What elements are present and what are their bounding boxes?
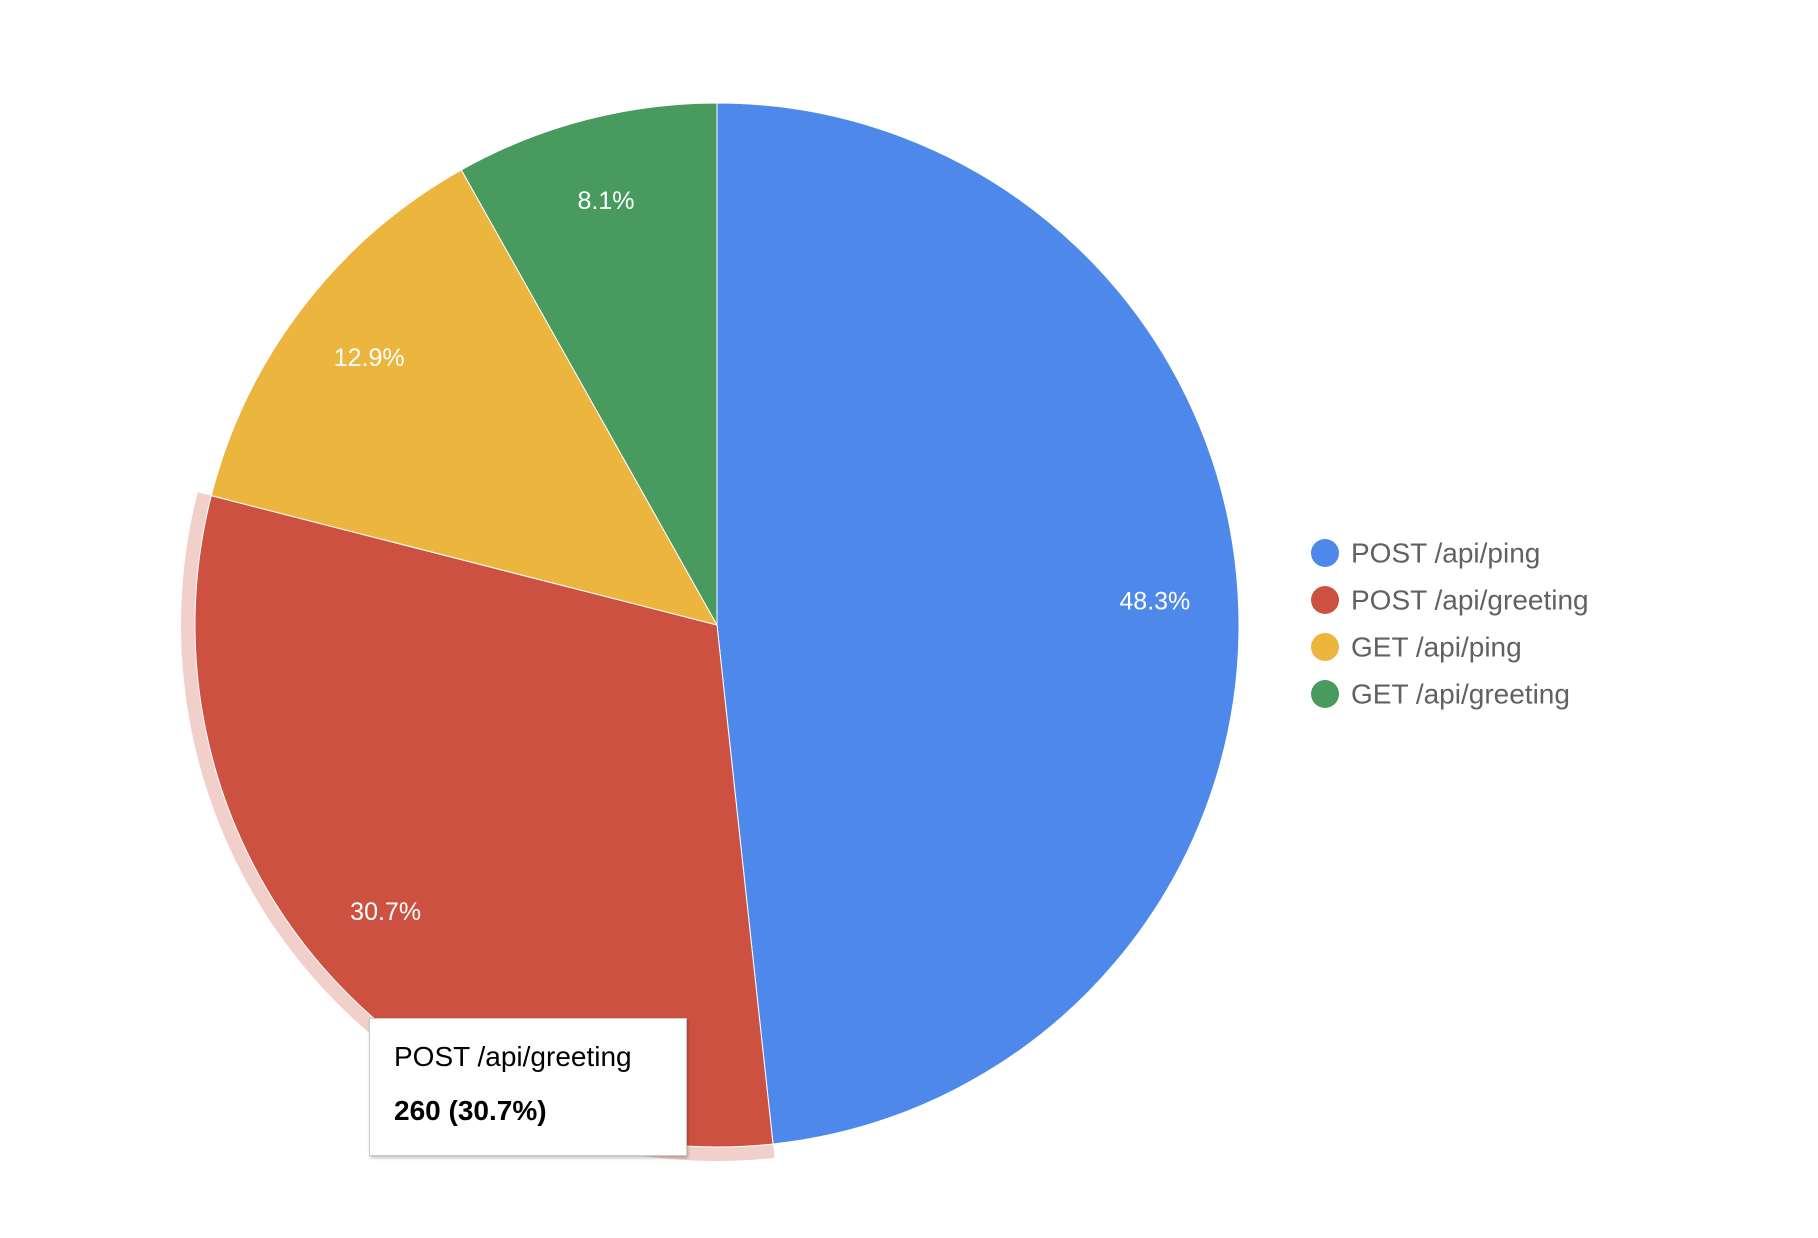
legend-marker-post-api-ping[interactable] <box>1311 539 1339 567</box>
slice-label-post-api-ping: 48.3% <box>1119 587 1190 615</box>
slice-label-get-api-greeting: 8.1% <box>578 187 635 215</box>
slice-label-get-api-ping: 12.9% <box>334 344 405 372</box>
legend-label-get-api-ping[interactable]: GET /api/ping <box>1351 632 1522 663</box>
legend-label-get-api-greeting[interactable]: GET /api/greeting <box>1351 679 1570 710</box>
pie-slice-get-api-greeting[interactable] <box>460 102 718 627</box>
tooltip-value: 260 (30.7%) <box>394 1095 547 1126</box>
slice-label-post-api-greeting: 30.7% <box>350 898 421 926</box>
highlight-ring-post-api-greeting <box>181 492 775 1161</box>
slice-labels: 48.3% 30.7% 12.9% 8.1% <box>334 187 1191 926</box>
legend-marker-get-api-greeting[interactable] <box>1311 680 1339 708</box>
tooltip: POST /api/greeting 260 (30.7%) <box>369 1018 687 1156</box>
legend: POST /api/ping POST /api/greeting GET /api… <box>1311 538 1589 710</box>
legend-label-post-api-ping[interactable]: POST /api/ping <box>1351 538 1540 569</box>
legend-label-post-api-greeting[interactable]: POST /api/greeting <box>1351 585 1589 616</box>
legend-marker-post-api-greeting[interactable] <box>1311 586 1339 614</box>
pie-slice-get-api-ping[interactable] <box>210 169 719 626</box>
highlight-ring <box>181 492 775 1161</box>
legend-marker-get-api-ping[interactable] <box>1311 633 1339 661</box>
pie-slices <box>194 102 1240 1148</box>
tooltip-series-name: POST /api/greeting <box>394 1041 632 1072</box>
pie-slice-post-api-ping[interactable] <box>716 102 1240 1145</box>
